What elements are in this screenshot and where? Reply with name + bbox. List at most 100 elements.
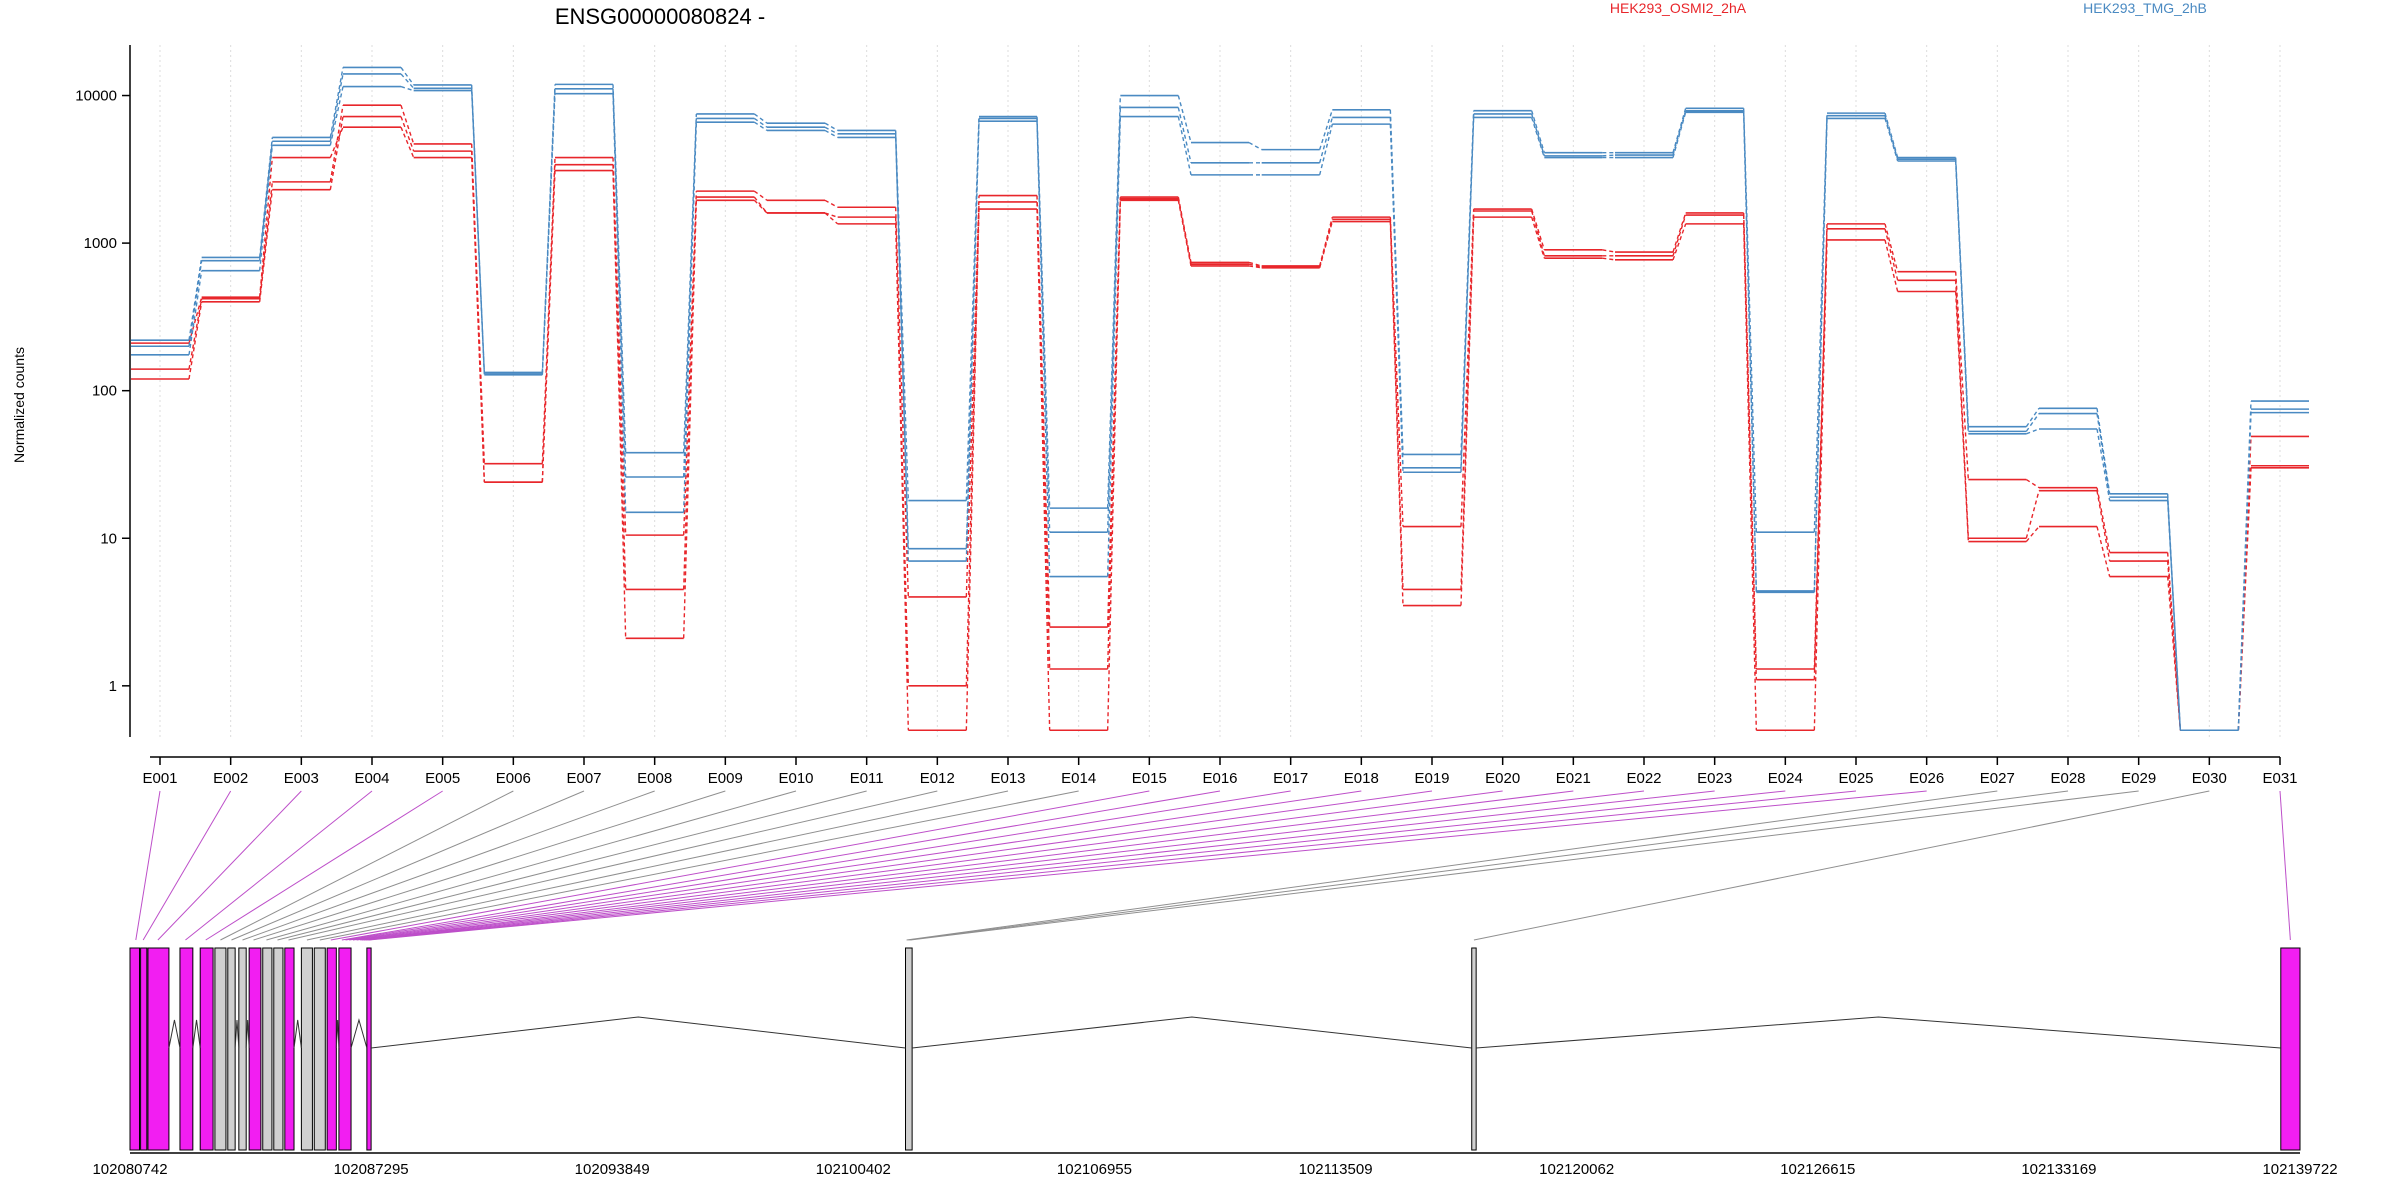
series-connector [753, 199, 768, 214]
connector-e024 [365, 790, 1786, 941]
series-connector [1460, 217, 1475, 606]
series-connector [2096, 413, 2111, 498]
series-connector [258, 145, 274, 271]
connector-e004 [185, 790, 373, 941]
series-connector [2237, 467, 2252, 731]
connector-e007 [231, 790, 585, 941]
series-connector [1672, 214, 1687, 257]
connector-e015 [330, 790, 1150, 941]
x-tick-label-e025: E025 [1838, 770, 1873, 787]
series-connector [824, 129, 839, 139]
series-connector [329, 126, 344, 158]
series-connector [612, 84, 627, 453]
x-tick-label-e005: E005 [425, 770, 460, 787]
series-connector [258, 189, 274, 302]
exon-box-3 [147, 947, 170, 1151]
x-tick-label-e010: E010 [778, 770, 813, 787]
series-connector [965, 116, 980, 501]
x-tick-label-e023: E023 [1697, 770, 1732, 787]
connector-e013 [306, 790, 1009, 941]
connector-e016 [341, 790, 1221, 941]
x-axis: E001 E002 E003 E004 E005 E006 E007 E008 E009 E010… [142, 756, 2298, 787]
series-connector [2025, 490, 2040, 539]
series-connector [1954, 160, 1970, 434]
series-connector [2026, 428, 2040, 435]
series-connector [2025, 478, 2040, 489]
series-connector [894, 207, 910, 597]
series-connector [400, 73, 415, 89]
series-tmg-5 [131, 85, 2309, 732]
series-connector [329, 116, 344, 190]
x-tick-label-e008: E008 [637, 770, 672, 787]
series-connector [1530, 110, 1546, 153]
connector-e005 [205, 790, 443, 941]
series-connector [2025, 413, 2040, 432]
intron-line [1476, 1016, 2281, 1049]
genomic-tick-label: 102133169 [2021, 1161, 2096, 1178]
series-connector [682, 113, 698, 453]
x-tick-label-e021: E021 [1556, 770, 1591, 787]
intron-line [245, 1019, 250, 1049]
exon-box-18 [905, 947, 913, 1151]
x-tick-label-e011: E011 [850, 770, 884, 787]
genomic-tick-label: 102126615 [1780, 1161, 1855, 1178]
exon-box-15 [326, 947, 337, 1151]
exon-box-5 [199, 947, 214, 1151]
series-connector [1672, 223, 1687, 261]
series-connector [753, 117, 768, 128]
series-connector [1813, 239, 1828, 731]
intron-line [293, 1019, 302, 1049]
series-connector [329, 73, 344, 142]
intron-line [192, 1019, 201, 1049]
series-osmi2-2 [131, 126, 2309, 732]
series-connector [965, 201, 980, 686]
intron-line [371, 1016, 906, 1049]
series-connector [1954, 280, 1970, 539]
connector-e026 [369, 790, 1927, 941]
x-tick-label-e028: E028 [2050, 770, 2085, 787]
series-connector [1318, 117, 1334, 164]
series-connector [1884, 239, 1899, 292]
series-connector [1318, 123, 1334, 176]
connector-e002 [142, 790, 232, 941]
intron-line [335, 1019, 340, 1049]
series-connector [1036, 121, 1051, 577]
exon-box-20 [2280, 947, 2301, 1151]
series-connector [1177, 116, 1192, 176]
series-connector [188, 270, 203, 355]
genomic-tick-label: 102093849 [575, 1161, 650, 1178]
exon-box-19 [1471, 947, 1477, 1151]
series-connector [753, 190, 768, 201]
exon-box-12 [284, 947, 295, 1151]
genomic-tick-label: 102080742 [92, 1161, 167, 1178]
series-connector [1389, 124, 1404, 473]
genomic-tick-label: 102106955 [1057, 1161, 1132, 1178]
x-tick-label-e003: E003 [284, 770, 319, 787]
series-connector [1248, 141, 1263, 151]
series-connector [965, 121, 980, 562]
series-connector [1742, 223, 1758, 731]
series-connector [329, 86, 344, 146]
intron-line [234, 1019, 240, 1049]
exon-box-11 [273, 947, 284, 1151]
series-connector [824, 212, 838, 218]
connector-e014 [319, 790, 1079, 941]
series-connector [541, 170, 556, 483]
genomic-tick-label: 102139722 [2262, 1161, 2337, 1178]
exon-box-1 [129, 947, 140, 1151]
series-connector [400, 104, 415, 145]
y-tick-label: 100 [92, 383, 117, 400]
connector-e006 [220, 790, 514, 941]
series-connector [1602, 257, 1616, 261]
legend-entry-osmi2: HEK293_OSMI2_2hA [1610, 0, 1747, 16]
connector-e018 [349, 790, 1362, 941]
series-connector [824, 199, 839, 208]
series-connector [965, 209, 980, 731]
series-connector [1530, 117, 1546, 158]
exon-box-6 [214, 947, 227, 1151]
series-connector [682, 200, 698, 639]
series-connector [400, 116, 415, 152]
x-tick-label-e002: E002 [213, 770, 248, 787]
vertical-gridlines [159, 45, 2281, 737]
x-tick-label-e029: E029 [2121, 770, 2156, 787]
